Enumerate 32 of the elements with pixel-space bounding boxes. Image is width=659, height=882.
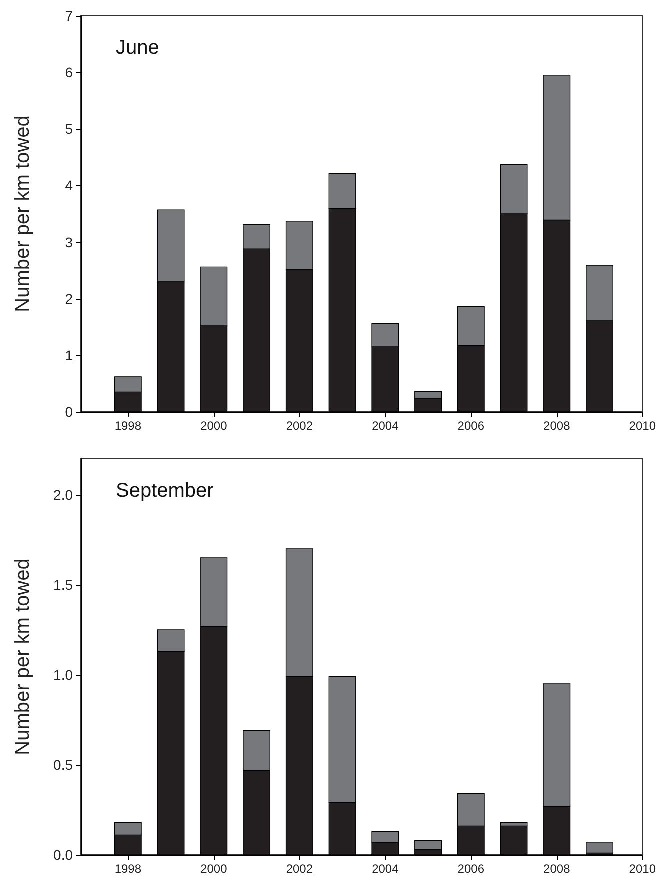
x-tick-label: 2006 [458,419,485,433]
text: September [116,480,214,502]
x-tick-label: 2006 [458,862,485,876]
y-axis-title: Number per km towed [12,558,34,756]
x-tick-label: 2008 [544,862,571,876]
y-tick-label: 1.5 [54,577,74,593]
x-tick-label: 2002 [286,862,314,876]
y-tick-label: 3 [65,234,74,250]
x-tick-label: 2010 [629,862,656,876]
x-tick-label: 1998 [114,862,142,876]
y-tick-label: 7 [65,8,74,24]
x-tick-label: 2004 [372,862,400,876]
text: June [116,37,160,59]
x-tick-label: 1998 [114,419,142,433]
y-tick-label: 2.0 [54,487,74,503]
x-tick-label: 2008 [544,419,571,433]
x-tick-label: 2000 [200,862,228,876]
y-axis-title: Number per km towed [12,116,34,312]
y-tick-label: 1 [65,347,74,364]
x-tick-label: 2002 [286,419,314,433]
y-tick-label: 0.0 [54,847,74,863]
y-tick-label: 0 [65,404,74,420]
x-tick-label: 2000 [200,419,228,433]
y-tick-label: 6 [65,64,74,81]
y-tick-label: 4 [65,178,74,194]
x-tick-label: 2004 [372,419,400,433]
y-tick-label: 0.5 [54,757,74,773]
y-tick-label: 5 [65,121,74,138]
y-tick-label: 2 [65,290,74,307]
bar [586,842,614,854]
y-tick-label: 1.0 [54,667,74,683]
x-tick-label: 2010 [629,419,656,433]
